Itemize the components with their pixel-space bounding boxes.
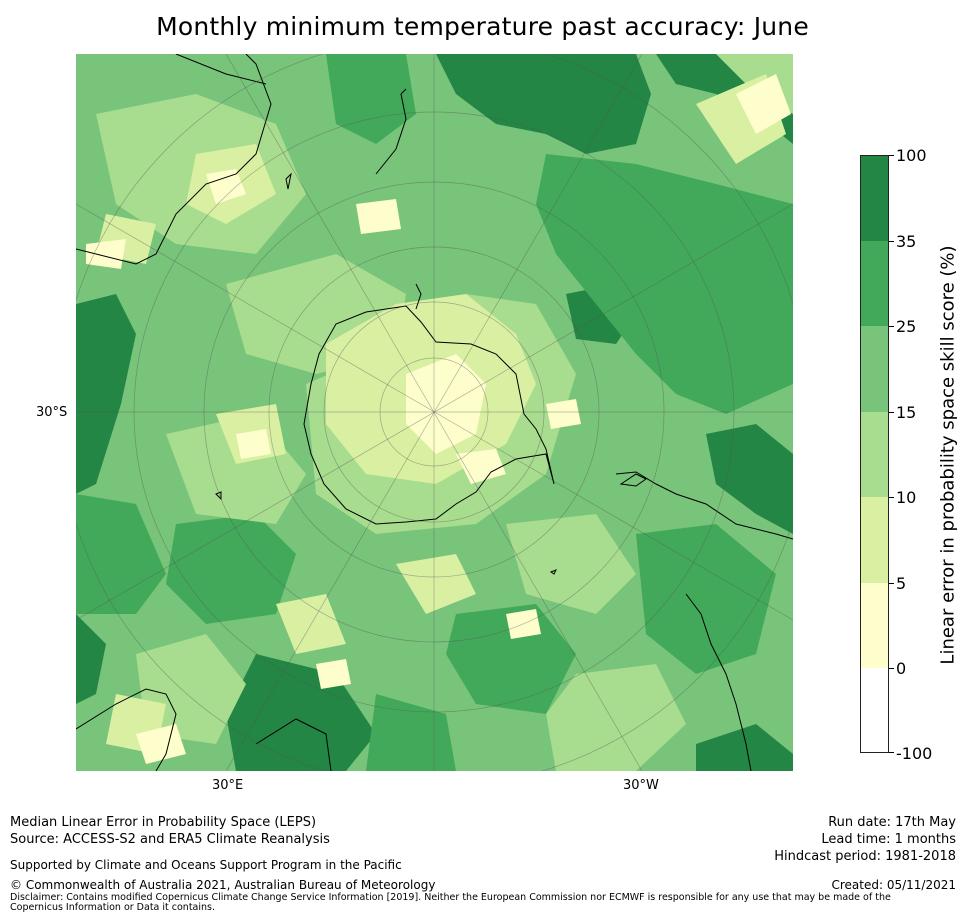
lon-label-30w: 30°W <box>623 778 659 793</box>
colorbar-tick <box>889 412 894 413</box>
australia-coast <box>76 54 272 265</box>
colorbar-tick <box>889 241 894 242</box>
tasmania-coast <box>285 172 292 190</box>
colorbar-tick-label: 15 <box>896 403 917 422</box>
footer-support-line: Supported by Climate and Oceans Support … <box>10 858 402 872</box>
colorbar <box>860 155 889 753</box>
colorbar-bin-5-10 <box>860 497 889 583</box>
colorbar-tick <box>889 497 894 498</box>
colorbar-tick <box>889 668 894 669</box>
colorbar-bin-15-25 <box>860 326 889 412</box>
coastlines <box>76 54 793 771</box>
colorbar-tick-label: 100 <box>896 146 927 165</box>
footer-created: Created: 05/11/2021 <box>831 878 956 892</box>
south-america-north <box>615 471 793 540</box>
map-title: Monthly minimum temperature past accurac… <box>156 12 809 41</box>
colorbar-bin-10-15 <box>860 412 889 497</box>
map-svg <box>76 54 793 771</box>
colorbar-tick-label: 35 <box>896 232 917 251</box>
colorbar-tick <box>889 326 894 327</box>
colorbar-bin-0-5 <box>860 583 889 668</box>
colorbar-bin-35-100 <box>860 155 889 241</box>
colorbar-tick-label: -100 <box>896 744 933 763</box>
colorbar-tick <box>889 752 894 753</box>
south-georgia-island <box>549 569 558 575</box>
lon-label-30e: 30°E <box>212 778 244 793</box>
footer-hindcast: Hindcast period: 1981-2018 <box>774 849 956 864</box>
colorbar-bin-25-35 <box>860 241 889 326</box>
footer-copyright: © Commonwealth of Australia 2021, Austra… <box>10 878 436 892</box>
indonesia-coast <box>175 54 267 85</box>
skill-region-lowest <box>86 74 791 764</box>
colorbar-tick-label: 10 <box>896 488 917 507</box>
colorbar-tick <box>889 583 894 584</box>
polar-map <box>76 54 793 771</box>
south-america-coast <box>685 593 752 771</box>
colorbar-title: Linear error in probability space skill … <box>937 245 959 665</box>
antarctic-peninsula-tip <box>415 283 422 310</box>
new-zealand-south <box>375 88 407 175</box>
footer-source-line: Source: ACCESS-S2 and ERA5 Climate Reana… <box>10 832 330 847</box>
africa-coast <box>76 688 177 771</box>
footer-leps-line: Median Linear Error in Probability Space… <box>10 815 317 830</box>
colorbar-tick-label: 5 <box>896 574 907 593</box>
colorbar-bin-neg100-0 <box>860 668 889 753</box>
skill-region-medium-high <box>76 54 793 771</box>
falkland-islands <box>619 473 647 487</box>
lat-label-30s: 30°S <box>36 405 68 420</box>
colorbar-border <box>860 155 889 753</box>
graticule <box>76 54 793 771</box>
footer-run-date: Run date: 17th May <box>828 815 956 830</box>
footer-disclaimer: Disclaimer: Contains modified Copernicus… <box>10 892 891 913</box>
colorbar-tick-label: 0 <box>896 659 907 678</box>
colorbar-tick-label: 25 <box>896 317 917 336</box>
kerguelen-island <box>215 491 222 501</box>
madagascar-coast <box>255 718 332 771</box>
antarctica-coast <box>303 305 555 525</box>
colorbar-tick <box>889 155 894 156</box>
footer-lead-time: Lead time: 1 months <box>821 832 956 847</box>
